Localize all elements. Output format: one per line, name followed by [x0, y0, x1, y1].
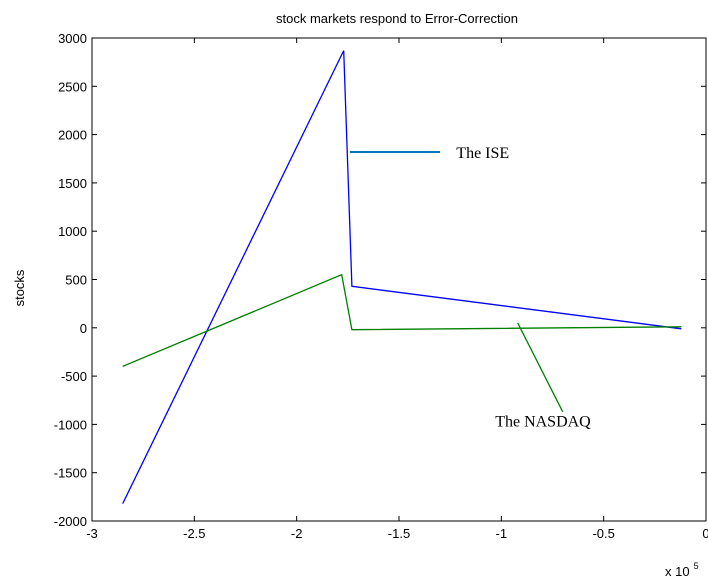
x-tick-labels: -3 -2.5 -2 -1.5 -1 -0.5 0	[86, 526, 708, 541]
x-tick-label: -0.5	[592, 526, 614, 541]
y-tick-label: -500	[61, 369, 87, 384]
x-tick-label: -1.5	[388, 526, 410, 541]
x-exponent-base: x 10	[665, 564, 690, 579]
y-tick-label: 2000	[58, 128, 87, 143]
x-tick-label: -2	[291, 526, 303, 541]
y-tick-label: 0	[80, 321, 87, 336]
x-exponent-power: 5	[694, 561, 699, 571]
y-tick-label: 1000	[58, 224, 87, 239]
annotations: The ISE The NASDAQ	[349, 145, 591, 431]
annotation-label: The ISE	[456, 145, 509, 162]
x-tick-label: -2.5	[183, 526, 205, 541]
y-tick-label: -1000	[54, 417, 87, 432]
y-tick-label: 1500	[58, 176, 87, 191]
y-tick-label: -2000	[54, 514, 87, 529]
x-tick-label: -3	[86, 526, 98, 541]
annotation-label: The NASDAQ	[495, 414, 591, 431]
series-layer	[122, 50, 682, 504]
x-tick-label: 0	[702, 526, 708, 541]
y-tick-labels: -2000 -1500 -1000 -500 0 500 1000 1500 2000 2500 3…	[54, 31, 87, 529]
axis-ticks	[91, 37, 707, 522]
series-line-0	[122, 50, 682, 504]
annotation-pointer	[517, 322, 564, 413]
x-tick-label: -1	[496, 526, 508, 541]
y-tick-label: 500	[65, 273, 87, 288]
x-exponent-label: x 10 5	[665, 561, 699, 580]
y-tick-label: 3000	[58, 31, 87, 46]
plot-area	[91, 37, 707, 522]
chart-title: stock markets respond to Error-Correctio…	[276, 11, 518, 26]
y-tick-label: 2500	[58, 79, 87, 94]
y-axis-label: stocks	[12, 269, 27, 306]
series-line-1	[122, 273, 682, 367]
y-tick-label: -1500	[54, 466, 87, 481]
